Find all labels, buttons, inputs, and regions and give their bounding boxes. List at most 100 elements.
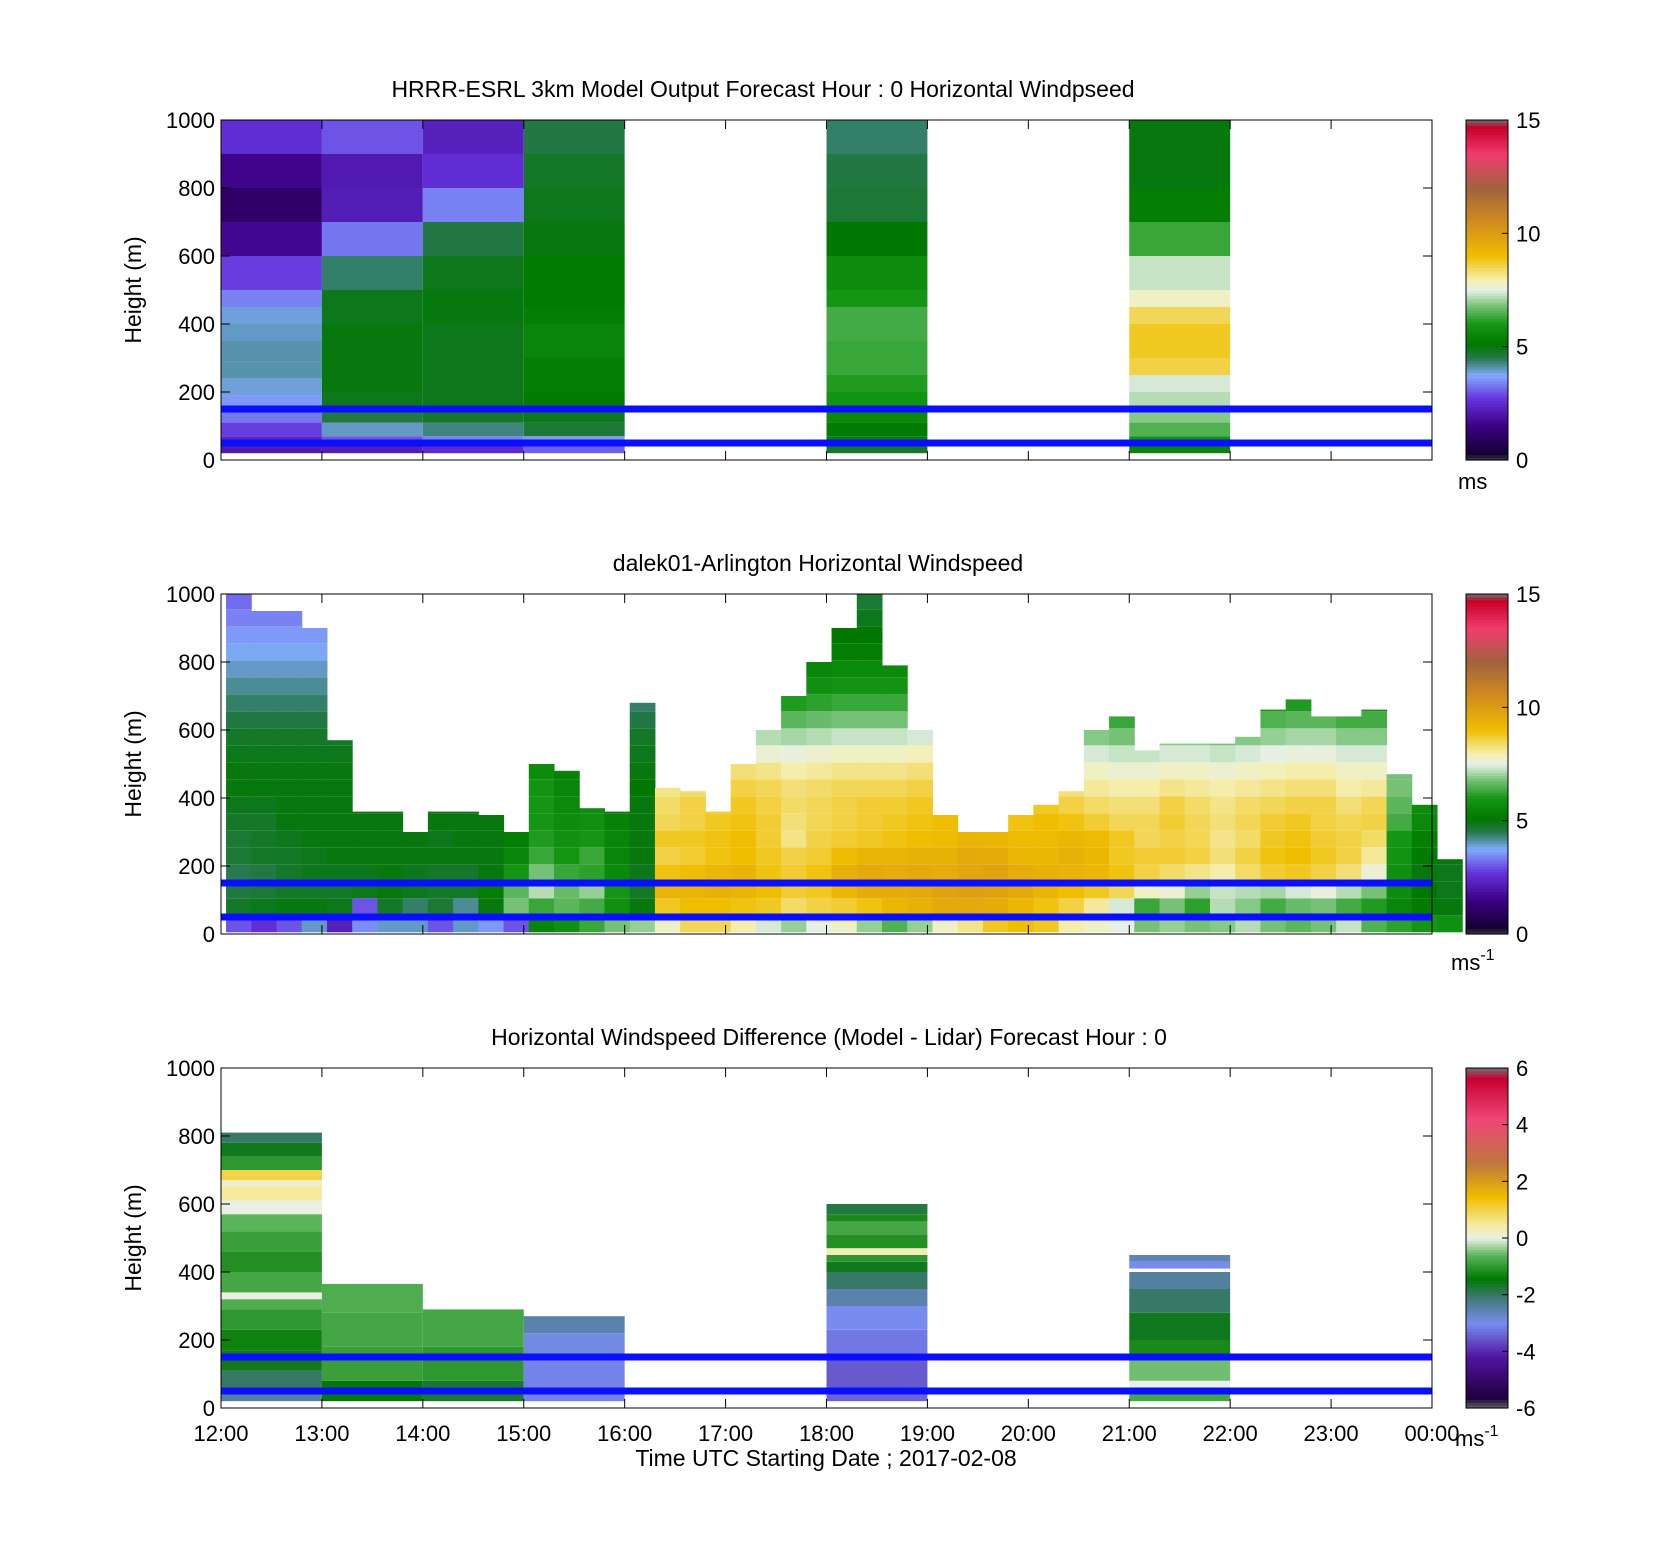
heatmap-cell (523, 1333, 625, 1357)
colorbar-segment (1466, 1184, 1508, 1188)
colorbar-segment (1466, 611, 1508, 615)
colorbar-segment (1466, 1110, 1508, 1114)
heatmap-cell (781, 847, 807, 865)
heatmap-cell (781, 762, 807, 780)
heatmap-cell (629, 796, 656, 814)
x-tick-label: 19:00 (900, 1421, 955, 1446)
colorbar-segment (1466, 1286, 1508, 1290)
heatmap-cell (276, 728, 303, 746)
heatmap-cell (826, 188, 928, 222)
colorbar-segment (1466, 219, 1508, 223)
y-tick-label: 600 (178, 244, 215, 269)
heatmap-cell (377, 830, 404, 848)
lidar-windspeed-panel: dalek01-Arlington Horizontal Windspeed H… (120, 550, 1540, 975)
colorbar-segment (1466, 905, 1508, 910)
colorbar-segment (1466, 616, 1508, 621)
heatmap-cell (276, 847, 303, 865)
colorbar-segment (1466, 783, 1508, 788)
heatmap-cell (1260, 711, 1287, 729)
heatmap-cell (1209, 743, 1236, 746)
heatmap-cell (276, 677, 303, 695)
colorbar-segment (1466, 360, 1508, 365)
heatmap-cell (856, 779, 883, 797)
heatmap-cell (1033, 830, 1060, 848)
heatmap-cell (856, 609, 883, 627)
heatmap-cell (781, 830, 807, 848)
colorbar-segment (1466, 891, 1508, 895)
colorbar-segment (1466, 1376, 1508, 1381)
heatmap-cell (957, 832, 984, 848)
colorbar-segment (1466, 287, 1508, 291)
heatmap-cell (730, 847, 757, 865)
colorbar-segment (1466, 1158, 1508, 1163)
heatmap-cell (882, 711, 908, 729)
heatmap-cell (907, 745, 933, 763)
colorbar-segment (1466, 749, 1508, 754)
heatmap-cell (1109, 813, 1135, 831)
heatmap-cell (251, 694, 278, 712)
colorbar-units: ms-1 (1455, 1423, 1499, 1451)
heatmap-cell (781, 711, 807, 729)
heatmap-cell (326, 762, 353, 780)
colorbar-segment (1466, 239, 1508, 243)
heatmap-cell (226, 762, 252, 780)
x-ticks (220, 594, 1433, 934)
heatmap-cell (1386, 813, 1413, 831)
colorbar-segment (1466, 871, 1508, 876)
heatmap-cell (826, 307, 928, 341)
colorbar-segment (1466, 1303, 1508, 1307)
heatmap-cell (982, 832, 1009, 848)
colorbar-segment (1466, 786, 1508, 791)
heatmap-cell (1285, 813, 1312, 831)
colorbar-frame (1465, 593, 1509, 935)
heatmap-cell (1134, 830, 1161, 848)
heatmap-cell (321, 222, 423, 256)
heatmap-cell (882, 677, 908, 695)
heatmap-cell (907, 847, 933, 865)
heatmap-cell (1310, 864, 1337, 882)
colorbar-segment (1466, 919, 1508, 924)
heatmap-cell (882, 898, 908, 916)
heatmap-cell (604, 813, 631, 831)
heatmap-cell (806, 677, 833, 695)
heatmap-cell (1129, 444, 1231, 454)
heatmap-cell (705, 811, 732, 814)
colorbar-segment (1466, 202, 1508, 206)
colorbar-segment (1466, 1187, 1508, 1191)
heatmap-cell (1437, 859, 1463, 865)
colorbar-segment (1466, 594, 1508, 598)
heatmap-cell (1209, 813, 1236, 831)
heatmap-cell (1184, 745, 1211, 763)
colorbar-segment (1466, 120, 1508, 124)
heatmap-cell (882, 694, 908, 712)
colorbar-segment (1466, 394, 1508, 399)
colorbar-segment (1466, 309, 1508, 314)
heatmap-cell (1109, 728, 1135, 746)
colorbar-segment (1466, 409, 1508, 413)
colorbar-segment (1466, 1272, 1508, 1276)
heatmap-cell (226, 594, 252, 610)
heatmap-cell (453, 847, 479, 865)
heatmap-cell (982, 864, 1009, 882)
colorbar-tick-label: 10 (1516, 221, 1540, 246)
heatmap-cell (352, 811, 378, 814)
colorbar-segment (1466, 1388, 1508, 1392)
colorbar-segment (1466, 809, 1508, 813)
colorbar-segment (1466, 1090, 1508, 1095)
heatmap-cell (1361, 711, 1388, 729)
heatmap-cell (579, 808, 605, 814)
colorbar-segment (1466, 1297, 1508, 1301)
heatmap-cell (326, 864, 353, 882)
colorbar-tick-label: 10 (1516, 695, 1540, 720)
colorbar-segment (1466, 380, 1508, 385)
colorbar-segment (1466, 863, 1508, 867)
colorbar-segment (1466, 908, 1508, 912)
heatmap-cell (806, 711, 833, 729)
colorbar-segment (1466, 732, 1508, 737)
colorbar-segment (1466, 1181, 1508, 1185)
colorbar-segment (1466, 707, 1508, 711)
colorbar-segment (1466, 290, 1508, 294)
heatmap-cell (422, 188, 524, 222)
colorbar-segment (1466, 744, 1508, 748)
heatmap-cell (221, 1272, 322, 1293)
